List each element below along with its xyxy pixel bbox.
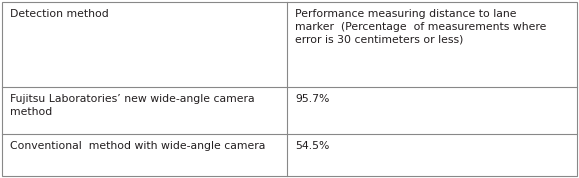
Text: 95.7%: 95.7% <box>295 94 329 104</box>
Text: Detection method: Detection method <box>10 9 109 19</box>
Text: Performance measuring distance to lane
marker  (Percentage  of measurements wher: Performance measuring distance to lane m… <box>295 9 547 45</box>
Text: Fujitsu Laboratories’ new wide-angle camera
method: Fujitsu Laboratories’ new wide-angle cam… <box>10 94 255 117</box>
Text: 54.5%: 54.5% <box>295 141 329 151</box>
Text: Conventional  method with wide-angle camera: Conventional method with wide-angle came… <box>10 141 265 151</box>
